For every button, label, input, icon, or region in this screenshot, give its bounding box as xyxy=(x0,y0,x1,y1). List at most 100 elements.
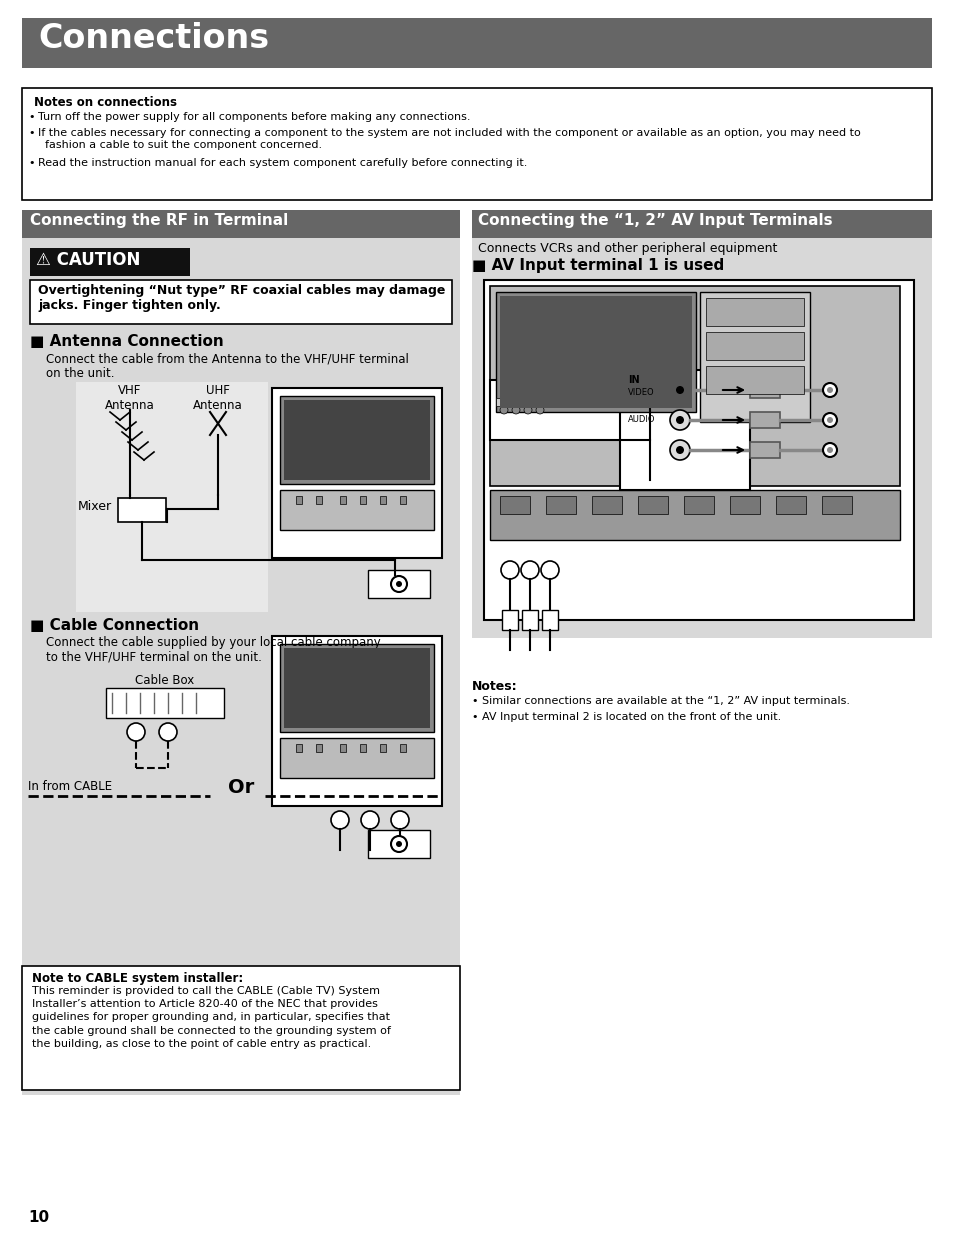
Text: ■ Antenna Connection: ■ Antenna Connection xyxy=(30,333,224,350)
Bar xyxy=(499,296,691,408)
Bar xyxy=(118,498,166,522)
Text: Notes:: Notes: xyxy=(472,680,517,693)
Bar xyxy=(472,210,931,238)
Bar xyxy=(749,442,780,458)
Bar xyxy=(359,743,366,752)
Circle shape xyxy=(331,811,349,829)
Text: •: • xyxy=(28,158,34,168)
Circle shape xyxy=(669,410,689,430)
Bar xyxy=(315,496,322,504)
Circle shape xyxy=(540,561,558,579)
Bar xyxy=(521,610,537,630)
Bar xyxy=(272,388,441,558)
Bar xyxy=(705,366,803,394)
Circle shape xyxy=(391,836,407,852)
Text: AUDIO: AUDIO xyxy=(627,415,655,424)
Text: Connecting the “1, 2” AV Input Terminals: Connecting the “1, 2” AV Input Terminals xyxy=(477,212,832,228)
Bar xyxy=(496,291,696,412)
Circle shape xyxy=(669,380,689,400)
Bar xyxy=(499,496,530,514)
Bar xyxy=(280,643,434,732)
Text: Or: Or xyxy=(228,778,254,797)
Bar xyxy=(490,287,899,487)
Bar xyxy=(22,88,931,200)
Text: ■ AV Input terminal 1 is used: ■ AV Input terminal 1 is used xyxy=(472,258,723,273)
Text: VIDEO: VIDEO xyxy=(627,388,654,396)
Bar xyxy=(368,830,430,858)
Bar xyxy=(30,248,190,275)
Circle shape xyxy=(391,811,409,829)
Bar xyxy=(368,571,430,598)
Bar xyxy=(399,496,406,504)
Bar xyxy=(821,496,851,514)
Bar xyxy=(280,739,434,778)
Bar xyxy=(280,396,434,484)
Text: Connecting the RF in Terminal: Connecting the RF in Terminal xyxy=(30,212,288,228)
Circle shape xyxy=(520,561,538,579)
Circle shape xyxy=(822,383,836,396)
Bar xyxy=(683,496,713,514)
Bar xyxy=(749,382,780,398)
Bar xyxy=(472,238,931,638)
Circle shape xyxy=(159,722,177,741)
Text: •: • xyxy=(28,128,34,138)
Bar xyxy=(284,400,430,480)
Bar xyxy=(76,382,268,613)
Text: ⚠ CAUTION: ⚠ CAUTION xyxy=(36,251,140,269)
Text: Mixer: Mixer xyxy=(78,500,112,513)
Text: • Similar connections are available at the “1, 2” AV input terminals.: • Similar connections are available at t… xyxy=(472,697,849,706)
Bar xyxy=(483,280,913,620)
Text: •: • xyxy=(28,112,34,122)
Bar xyxy=(490,380,649,440)
Text: ■ Cable Connection: ■ Cable Connection xyxy=(30,618,199,634)
Circle shape xyxy=(391,576,407,592)
Circle shape xyxy=(826,387,832,393)
Text: Turn off the power supply for all components before making any connections.: Turn off the power supply for all compon… xyxy=(38,112,470,122)
Bar xyxy=(30,280,452,324)
Circle shape xyxy=(669,440,689,459)
Bar xyxy=(106,688,224,718)
Bar xyxy=(315,743,322,752)
Bar xyxy=(749,412,780,429)
Circle shape xyxy=(826,447,832,453)
Circle shape xyxy=(826,417,832,424)
Bar xyxy=(359,496,366,504)
Circle shape xyxy=(500,561,518,579)
Text: In from CABLE: In from CABLE xyxy=(28,781,112,793)
Bar xyxy=(22,210,459,238)
Text: Overtightening “Nut type” RF coaxial cables may damage
jacks. Finger tighten onl: Overtightening “Nut type” RF coaxial cab… xyxy=(38,284,445,312)
Bar xyxy=(541,610,558,630)
Bar xyxy=(284,648,430,727)
Circle shape xyxy=(676,387,683,394)
Circle shape xyxy=(523,406,532,414)
Bar xyxy=(295,496,302,504)
Circle shape xyxy=(395,841,401,847)
Bar xyxy=(379,496,386,504)
Bar xyxy=(22,966,459,1091)
Circle shape xyxy=(536,406,543,414)
Bar xyxy=(295,743,302,752)
Bar xyxy=(592,496,621,514)
Circle shape xyxy=(676,446,683,454)
Bar xyxy=(272,636,441,806)
Bar xyxy=(729,496,760,514)
Bar xyxy=(399,743,406,752)
Bar xyxy=(545,496,576,514)
Text: Note to CABLE system installer:: Note to CABLE system installer: xyxy=(32,972,243,986)
Bar xyxy=(775,496,805,514)
Bar xyxy=(496,398,643,406)
Bar xyxy=(705,298,803,326)
Text: • AV Input terminal 2 is located on the front of the unit.: • AV Input terminal 2 is located on the … xyxy=(472,713,781,722)
Bar xyxy=(280,490,434,530)
Text: IN: IN xyxy=(627,375,639,385)
Bar xyxy=(619,370,749,490)
Bar xyxy=(339,496,346,504)
Text: UHF
Antenna: UHF Antenna xyxy=(193,384,243,412)
Text: Connect the cable supplied by your local cable company
to the VHF/UHF terminal o: Connect the cable supplied by your local… xyxy=(46,636,380,664)
Bar xyxy=(705,332,803,359)
Circle shape xyxy=(127,722,145,741)
Circle shape xyxy=(512,406,519,414)
Text: Read the instruction manual for each system component carefully before connectin: Read the instruction manual for each sys… xyxy=(38,158,527,168)
Text: Notes on connections: Notes on connections xyxy=(34,96,177,109)
Bar xyxy=(501,610,517,630)
